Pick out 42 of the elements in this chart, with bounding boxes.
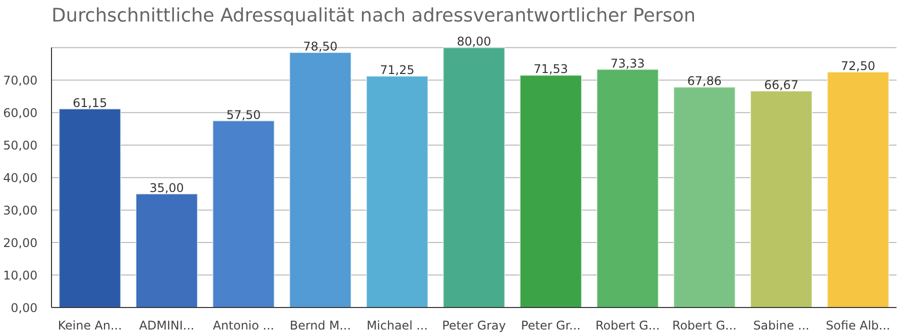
data-label: 61,15 — [72, 96, 108, 110]
x-tick-label: Peter Gr... — [521, 318, 581, 332]
bar — [212, 120, 275, 308]
y-tick-label: 0,00 — [10, 301, 38, 315]
x-tick-label: Peter Gray — [442, 318, 506, 332]
x-tick-label: Keine An... — [58, 318, 122, 332]
x-tick-label: Robert G... — [595, 318, 660, 332]
bar — [750, 90, 812, 308]
data-label: 73,33 — [610, 56, 645, 70]
data-label: 66,67 — [764, 78, 798, 92]
data-label: 57,50 — [226, 108, 261, 122]
y-tick-label: 70,00 — [3, 74, 38, 88]
data-label: 67,86 — [687, 74, 722, 88]
x-tick-label: Michael ... — [366, 318, 428, 332]
x-tick-label: ADMINI... — [139, 318, 194, 332]
x-tick-label: Antonio ... — [212, 318, 274, 332]
bar — [366, 76, 428, 308]
x-tick-label: Robert G... — [672, 318, 737, 332]
data-label: 80,00 — [456, 34, 492, 49]
y-tick-label: 40,00 — [3, 171, 38, 186]
x-tick-label: Bernd M... — [290, 318, 351, 332]
chart-title: Durchschnittliche Adressqualität nach adressverantwortlicher Person — [52, 6, 696, 26]
bar — [136, 193, 198, 308]
x-tick-label: Sofie Alb... — [826, 318, 890, 332]
data-label: 35,00 — [150, 180, 184, 195]
x-tick-label: Sabine ... — [753, 318, 810, 332]
bar — [673, 86, 736, 308]
y-tick-label: 60,00 — [3, 106, 38, 120]
data-label: 71,25 — [380, 63, 414, 78]
data-label: 71,53 — [534, 62, 568, 76]
bar — [520, 74, 582, 308]
y-tick-label: 30,00 — [3, 204, 38, 218]
bar — [826, 72, 890, 308]
bar — [596, 68, 659, 308]
data-label: 78,50 — [303, 40, 338, 54]
data-label: 72,50 — [840, 59, 876, 74]
bar — [289, 52, 352, 308]
y-tick-label: 10,00 — [3, 268, 38, 283]
bar — [442, 47, 506, 308]
y-tick-label: 20,00 — [3, 236, 38, 250]
bar — [58, 108, 122, 308]
y-tick-label: 50,00 — [3, 138, 38, 153]
